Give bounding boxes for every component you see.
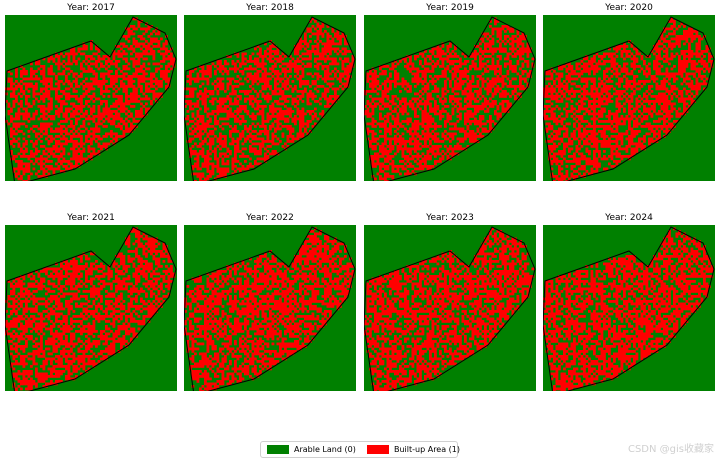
study-area-boundary [5,16,177,181]
map-canvas [5,15,177,181]
map-legend: Arable Land (0) Built-up Area (1) [260,441,461,458]
legend-swatch-builtup [367,445,389,454]
panel-title: Year: 2018 [246,3,294,13]
built-up-area-cells [364,227,535,391]
map-panel-2020: Year: 2020 [543,3,715,181]
panel-title: Year: 2022 [246,213,294,223]
landcover-map [184,15,356,181]
study-area-boundary [184,16,356,181]
panel-title: Year: 2020 [605,3,653,13]
built-up-area-cells [5,227,176,391]
landcover-map [184,225,356,391]
study-area-boundary [5,226,177,391]
landcover-map [5,15,177,181]
built-up-area-cells [184,17,355,181]
map-panel-2024: Year: 2024 [543,213,715,391]
map-panel-2022: Year: 2022 [184,213,356,391]
built-up-area-cells [364,17,535,181]
watermark: CSDN @gis收藏家 [627,444,714,455]
map-canvas [5,225,177,391]
panel-title: Year: 2024 [605,213,653,223]
map-panel-2019: Year: 2019 [364,3,536,181]
panel-title: Year: 2017 [67,3,115,13]
built-up-area-cells [5,17,176,181]
map-canvas [184,15,356,181]
study-area-boundary [543,16,715,181]
map-canvas [184,225,356,391]
study-area-boundary [364,226,536,391]
map-panel-2018: Year: 2018 [184,3,356,181]
landcover-map [543,225,715,391]
map-canvas [364,15,536,181]
map-panel-2021: Year: 2021 [5,213,177,391]
legend-swatch-arable [267,445,289,454]
panel-title: Year: 2021 [67,213,115,223]
legend-label-arable: Arable Land (0) [294,445,356,454]
map-canvas [543,225,715,391]
legend-label-builtup: Built-up Area (1) [394,445,461,454]
landcover-map [543,15,715,181]
map-canvas [364,225,536,391]
map-panel-2023: Year: 2023 [364,213,536,391]
panel-title: Year: 2023 [426,213,474,223]
map-panel-2017: Year: 2017 [5,3,177,181]
landcover-map [364,15,536,181]
landcover-map [364,225,536,391]
map-canvas [543,15,715,181]
study-area-boundary [184,226,356,391]
study-area-boundary [364,16,536,181]
study-area-boundary [543,226,715,391]
landcover-map [5,225,177,391]
panel-title: Year: 2019 [426,3,474,13]
built-up-area-cells [184,227,355,391]
